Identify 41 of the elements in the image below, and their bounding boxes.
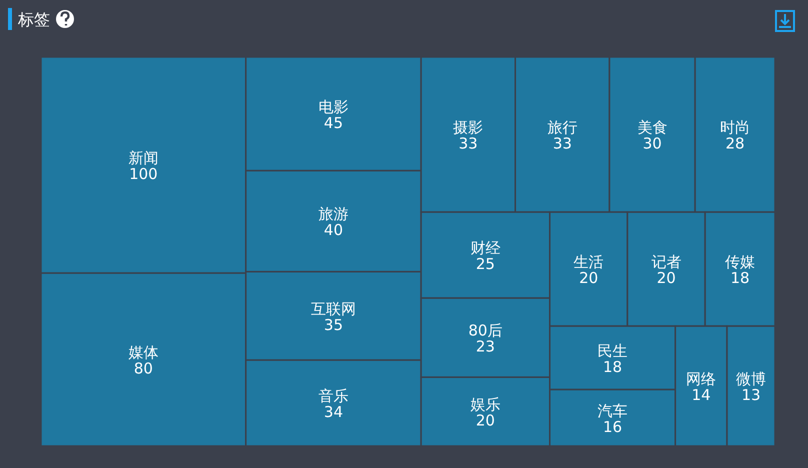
category-label: 摄影 [453,118,484,137]
data-label: 13 [741,386,761,404]
data-label: 18 [730,269,750,288]
data-label: 100 [129,165,158,184]
category-label: 时尚 [720,118,750,137]
data-label: 33 [552,134,572,153]
category-label: 微博 [736,370,766,388]
data-label: 35 [324,316,344,334]
data-label: 20 [579,269,598,288]
data-label: 18 [603,358,622,376]
category-label: 旅游 [318,205,348,224]
data-label: 20 [656,269,676,288]
category-label: 互联网 [310,300,356,318]
category-label: 娱乐 [470,396,500,414]
data-label: 30 [642,134,662,153]
data-label: 14 [692,386,711,404]
data-label: 28 [725,134,745,153]
data-label: 20 [476,412,495,430]
data-label: 16 [603,418,622,436]
category-label: 记者 [651,253,682,272]
category-label: 生活 [574,253,604,272]
category-label: 民生 [598,342,628,360]
text: 标签 [17,10,50,29]
category-label: 网络 [686,370,716,388]
category-label: 美食 [637,118,668,137]
category-label: 汽车 [598,402,628,420]
category-label: 电影 [318,98,348,116]
data-label: 34 [324,403,344,422]
data-label: 40 [324,221,344,240]
category-label: 音乐 [318,387,348,406]
category-label: 旅行 [547,118,578,137]
category-label: 新闻 [128,149,158,168]
category-label: 传媒 [725,253,756,272]
data-label: 25 [476,255,495,274]
data-label: 45 [324,114,344,132]
data-label: 33 [458,134,478,153]
data-label: 23 [476,338,495,356]
data-label: 80 [134,360,153,378]
category-label: 80后 [468,322,502,340]
category-label: 财经 [470,239,500,258]
category-label: 媒体 [128,344,158,362]
